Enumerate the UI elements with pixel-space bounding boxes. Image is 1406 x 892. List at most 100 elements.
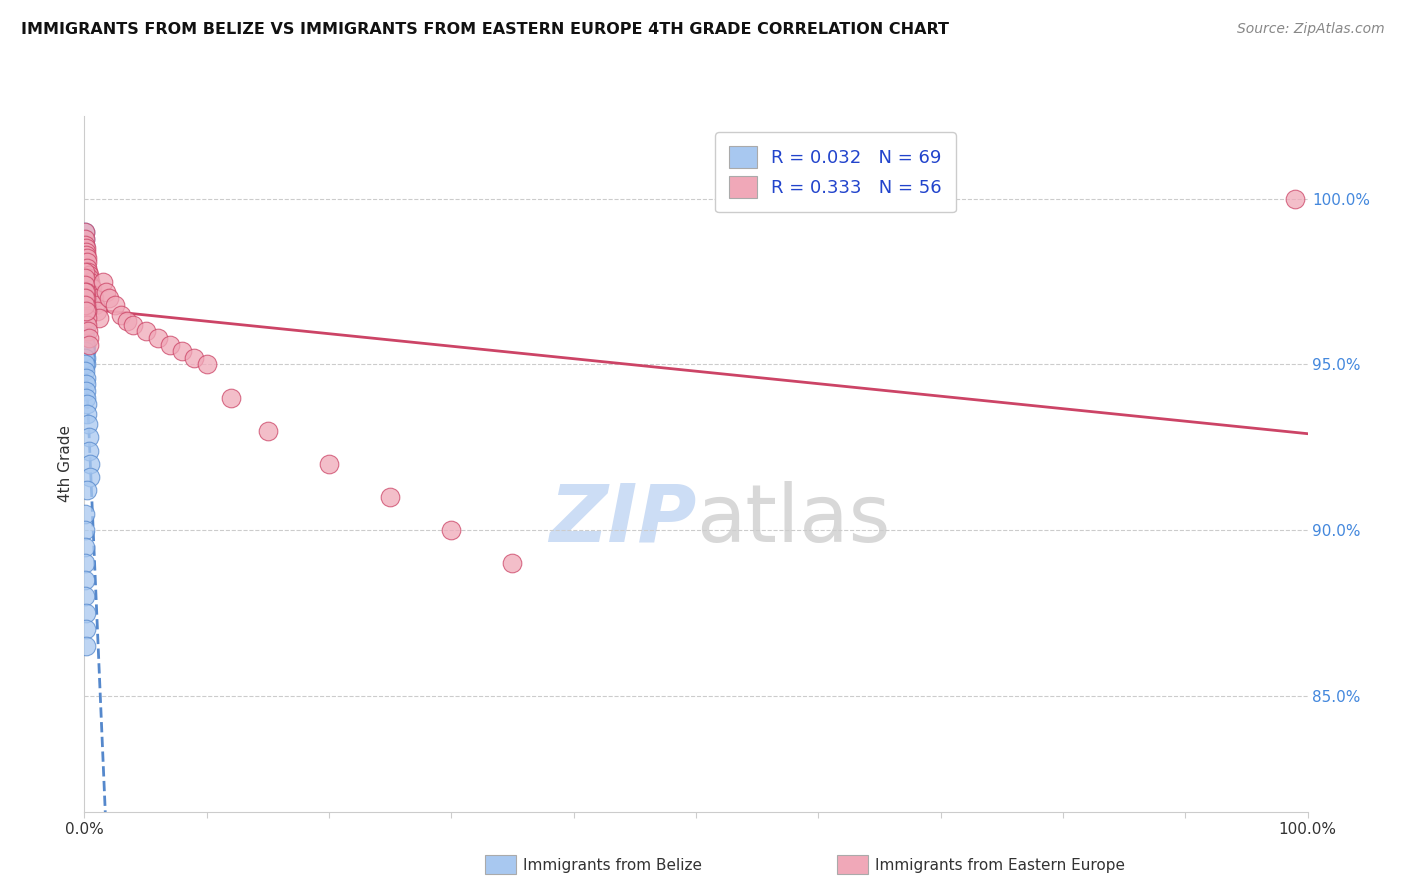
Point: [77, 443, 100, 458]
Point: [75, 384, 97, 398]
Point: [75, 271, 97, 285]
Text: ZIP: ZIP: [548, 481, 696, 558]
Point: [75, 298, 97, 312]
Point: [257, 424, 280, 438]
Point: [75, 324, 97, 338]
Point: [76, 407, 98, 421]
Point: [73, 238, 96, 252]
Text: Source: ZipAtlas.com: Source: ZipAtlas.com: [1237, 22, 1385, 37]
Point: [75, 351, 97, 365]
Point: [75, 370, 97, 384]
Point: [73, 324, 96, 338]
Point: [77, 268, 100, 282]
Point: [75, 344, 97, 359]
Point: [97, 291, 120, 305]
Point: [76, 311, 98, 326]
Point: [75, 344, 97, 359]
Point: [75, 337, 97, 351]
Point: [79, 275, 101, 289]
Point: [73, 331, 96, 345]
Point: [75, 358, 97, 372]
Point: [96, 285, 118, 299]
Point: [75, 590, 97, 604]
Point: [76, 252, 98, 266]
Point: [75, 364, 97, 378]
Point: [135, 324, 157, 338]
Point: [73, 265, 96, 279]
Point: [83, 291, 105, 305]
Point: [75, 285, 97, 299]
Point: [75, 254, 97, 268]
Point: [1284, 192, 1306, 206]
Point: [75, 277, 97, 292]
Point: [219, 391, 242, 405]
Point: [77, 430, 100, 444]
Point: [76, 301, 98, 315]
Point: [77, 324, 100, 338]
Point: [73, 285, 96, 299]
Point: [159, 337, 181, 351]
Point: [77, 271, 100, 285]
Point: [75, 314, 97, 328]
Point: [440, 523, 463, 537]
Point: [73, 275, 96, 289]
Point: [75, 242, 97, 256]
Point: [75, 304, 97, 318]
Point: [502, 556, 524, 570]
Text: IMMIGRANTS FROM BELIZE VS IMMIGRANTS FROM EASTERN EUROPE 4TH GRADE CORRELATION C: IMMIGRANTS FROM BELIZE VS IMMIGRANTS FRO…: [21, 22, 949, 37]
Point: [75, 268, 97, 282]
Point: [75, 291, 97, 305]
Point: [75, 573, 97, 587]
Point: [75, 285, 97, 299]
Point: [75, 281, 97, 295]
Point: [110, 308, 132, 322]
Text: atlas: atlas: [696, 481, 890, 558]
Point: [73, 291, 96, 305]
Point: [76, 397, 98, 411]
Point: [76, 291, 98, 305]
Legend: R = 0.032   N = 69, R = 0.333   N = 56: R = 0.032 N = 69, R = 0.333 N = 56: [716, 132, 956, 212]
Point: [73, 318, 96, 332]
Point: [73, 507, 96, 521]
Point: [73, 225, 96, 239]
Point: [82, 288, 104, 302]
Point: [75, 556, 97, 570]
Point: [75, 358, 97, 372]
Point: [115, 314, 138, 328]
Text: Immigrants from Eastern Europe: Immigrants from Eastern Europe: [875, 858, 1125, 872]
Point: [76, 294, 98, 309]
Point: [73, 225, 96, 239]
Point: [73, 242, 96, 256]
Point: [75, 258, 97, 272]
Point: [84, 298, 107, 312]
Point: [76, 304, 98, 318]
Point: [75, 252, 97, 266]
Point: [75, 298, 97, 312]
Point: [87, 311, 110, 326]
Point: [75, 298, 97, 312]
Point: [75, 238, 97, 252]
Point: [73, 265, 96, 279]
Point: [73, 271, 96, 285]
Point: [75, 248, 97, 262]
Point: [75, 304, 97, 318]
Point: [76, 304, 98, 318]
Point: [76, 261, 98, 276]
Point: [75, 265, 97, 279]
Point: [75, 285, 97, 299]
Point: [73, 277, 96, 292]
Point: [75, 275, 97, 289]
Point: [75, 244, 97, 259]
Point: [75, 623, 97, 637]
Point: [73, 294, 96, 309]
Point: [79, 457, 101, 471]
Point: [73, 231, 96, 245]
Point: [75, 248, 97, 262]
Point: [380, 490, 402, 504]
Point: [75, 391, 97, 405]
Point: [75, 288, 97, 302]
Point: [77, 417, 100, 431]
Point: [76, 318, 98, 332]
Y-axis label: 4th Grade: 4th Grade: [58, 425, 73, 502]
Point: [75, 277, 97, 292]
